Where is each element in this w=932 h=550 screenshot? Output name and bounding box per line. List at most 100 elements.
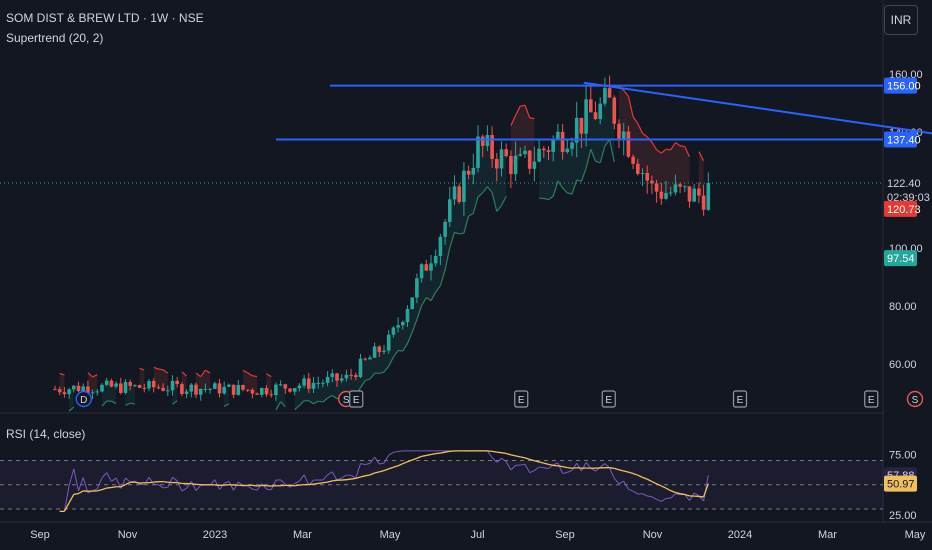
rsi-line-segment xyxy=(256,483,263,491)
candle-body xyxy=(396,325,400,328)
supertrend-line xyxy=(247,372,253,377)
supertrend-fill xyxy=(651,142,657,188)
rsi-legend[interactable]: RSI (14, close) xyxy=(6,427,86,441)
supertrend-line xyxy=(280,401,286,408)
candle-body xyxy=(617,123,621,140)
supertrend-line xyxy=(496,205,502,212)
rsi-ma-segment xyxy=(548,463,554,467)
event-marker[interactable] xyxy=(864,390,879,408)
rsi-line-segment xyxy=(501,457,507,463)
supertrend-line xyxy=(275,401,282,411)
rsi-line-segment xyxy=(78,477,84,492)
rsi-line-segment xyxy=(341,474,347,479)
supertrend-line xyxy=(435,285,441,293)
candle-body xyxy=(363,358,367,360)
currency-button[interactable]: INR xyxy=(884,5,918,35)
supertrend-legend[interactable]: Supertrend (20, 2) xyxy=(6,31,104,45)
supertrend-line xyxy=(472,196,479,214)
supertrend-line xyxy=(153,366,159,370)
rsi-line-segment xyxy=(82,477,89,494)
event-marker[interactable] xyxy=(349,390,364,408)
rsi-ma-segment xyxy=(411,457,418,461)
supertrend-line xyxy=(379,371,385,374)
time-tick-label: Jul xyxy=(470,529,484,541)
rsi-line-segment xyxy=(125,477,131,483)
rsi-line-segment xyxy=(491,457,498,463)
supertrend-fill xyxy=(637,123,643,174)
rsi-line-segment xyxy=(303,474,310,486)
candle-body xyxy=(175,380,179,385)
candle-body xyxy=(673,184,678,193)
supertrend-line xyxy=(383,365,390,373)
supertrend-line xyxy=(679,145,685,148)
candle-body xyxy=(692,188,696,202)
low-marker-label: 97.54 xyxy=(887,253,915,265)
rsi-ma-segment xyxy=(538,461,544,464)
candle-body xyxy=(556,131,560,139)
candle-body xyxy=(584,99,588,134)
level-high-label-bg xyxy=(884,77,917,94)
candle-body xyxy=(302,378,306,386)
rsi-line-segment xyxy=(388,451,394,456)
supertrend-line xyxy=(313,400,319,405)
candle-body xyxy=(593,112,598,120)
rsi-line-segment xyxy=(557,462,564,474)
rsi-line-segment xyxy=(684,494,690,501)
event-marker[interactable] xyxy=(75,390,92,408)
event-marker-label: E xyxy=(605,395,612,406)
rsi-line-segment xyxy=(675,493,681,496)
candle-body xyxy=(659,191,664,199)
supertrend-line xyxy=(482,186,488,194)
level-high-label: 156.00 xyxy=(887,81,921,93)
candle-body xyxy=(62,392,67,395)
rsi-ma-segment xyxy=(520,456,526,459)
rsi-line-segment xyxy=(190,481,197,491)
rsi-line-segment xyxy=(599,463,606,468)
supertrend-fill xyxy=(642,133,648,177)
supertrend-line xyxy=(632,116,639,124)
candle-body xyxy=(490,135,494,159)
rsi-line-segment xyxy=(383,454,390,464)
event-marker[interactable] xyxy=(514,390,529,408)
supertrend-line xyxy=(660,148,667,154)
rsi-ma-segment xyxy=(515,455,521,458)
supertrend-line xyxy=(242,369,248,374)
candle-body xyxy=(241,384,245,390)
rsi-line-segment xyxy=(294,480,300,484)
candle-body xyxy=(452,186,457,200)
supertrend-line xyxy=(627,96,634,117)
supertrend-line xyxy=(195,372,202,378)
rsi-line-segment xyxy=(661,498,667,502)
candle-body xyxy=(574,117,579,143)
supertrend-fill xyxy=(482,140,488,193)
supertrend-line xyxy=(139,367,145,371)
supertrend-line xyxy=(298,400,305,407)
candle-body xyxy=(344,374,349,379)
rsi-ma-segment xyxy=(628,471,634,475)
candle-body xyxy=(278,384,283,386)
event-marker[interactable] xyxy=(906,390,924,408)
event-marker[interactable] xyxy=(732,390,748,408)
event-marker[interactable] xyxy=(601,390,616,408)
candle-body xyxy=(72,385,76,390)
candle-body xyxy=(537,148,541,162)
rsi-ma-segment xyxy=(529,458,535,462)
rsi-ma-segment xyxy=(101,487,107,491)
rsi-line-segment xyxy=(153,483,159,486)
rsi-ma-segment xyxy=(369,472,375,476)
candle-body xyxy=(274,384,278,396)
candle-body xyxy=(631,156,635,164)
rsi-ma-segment xyxy=(106,486,112,489)
rsi-ma-segment xyxy=(702,483,709,498)
rsi-line-segment xyxy=(393,450,399,453)
candle-body xyxy=(401,322,405,326)
time-tick-label: May xyxy=(905,529,926,541)
supertrend-line xyxy=(552,180,559,197)
candle-body xyxy=(264,388,269,395)
trendline[interactable] xyxy=(583,81,932,199)
candle-body xyxy=(457,186,461,202)
rsi-ma-segment xyxy=(407,459,413,463)
rsi-ma-segment xyxy=(646,478,653,483)
rsi-ma-segment xyxy=(163,480,168,483)
